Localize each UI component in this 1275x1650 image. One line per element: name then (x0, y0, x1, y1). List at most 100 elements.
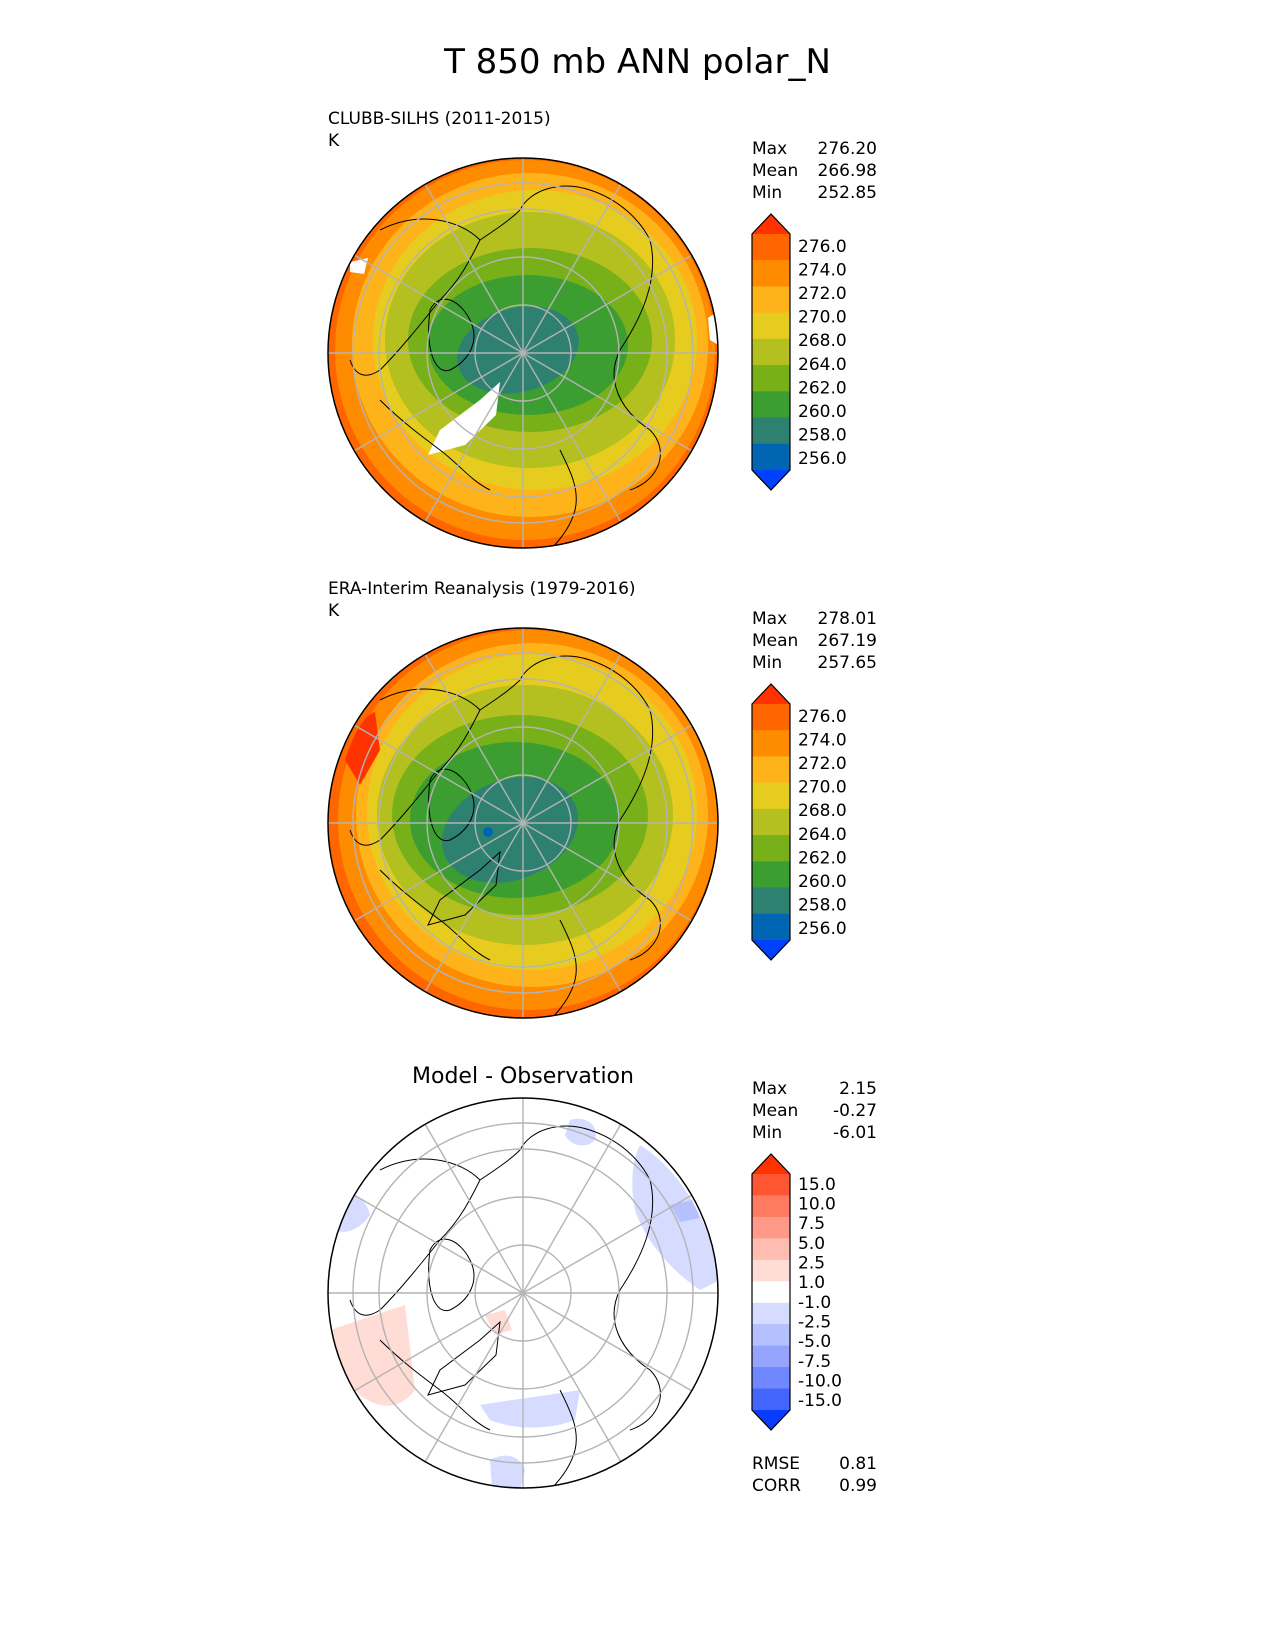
panel3-stat-label: Mean (752, 1101, 799, 1121)
colorbar-segment (752, 338, 790, 366)
positive-anomaly-patch (330, 1305, 415, 1406)
colorbar-segment (752, 391, 790, 419)
panel3-metrics: RMSE 0.81 CORR 0.99 (752, 1453, 877, 1497)
colorbar-tick-label: -7.5 (798, 1352, 831, 1372)
panel1-stat-value: 266.98 (817, 161, 877, 181)
positive-anomaly-patch (485, 1310, 512, 1335)
colorbar-segment (752, 1238, 790, 1261)
colorbar-tick-label: 264.0 (798, 825, 847, 845)
colorbar-tick-label: 260.0 (798, 402, 847, 422)
colorbar-segment (752, 1174, 790, 1196)
coastline (379, 1339, 491, 1431)
colorbar-segment (752, 365, 790, 392)
panel1-stat-value: 276.20 (817, 139, 877, 159)
panel2-stat-value: 267.19 (817, 631, 877, 651)
panel2-stat-value: 257.65 (817, 653, 877, 673)
colorbar-tick-label: 268.0 (798, 801, 847, 821)
coastline (549, 1389, 577, 1488)
map-fill-band (328, 1098, 718, 1488)
colorbar-tick-label: 10.0 (798, 1195, 836, 1215)
colorbar-tick-label: 256.0 (798, 919, 847, 939)
colorbar-extend-top (752, 684, 790, 704)
map-boundary (327, 1097, 719, 1489)
panel2-stat-label: Mean (752, 631, 799, 651)
negative-anomaly-patch (565, 1118, 596, 1146)
colorbar-segment (752, 756, 790, 784)
colorbar-segment (752, 835, 790, 862)
colorbar-segment (752, 1195, 790, 1218)
panel1-stat-label: Mean (752, 161, 799, 181)
panel1-colorbar: 276.0 274.0 272.0 270.0 268.0 264.0 262.0 260.0… (751, 213, 847, 491)
panel2-colorbar: 276.0 274.0 272.0 270.0 268.0 264.0 262.0 260.0… (751, 683, 847, 961)
colorbar-segment (752, 1388, 790, 1411)
colorbar-segment (752, 1216, 790, 1239)
panel3-stat-value: 2.15 (839, 1079, 877, 1099)
colorbar-tick-label: 270.0 (798, 308, 847, 328)
panel3-metric-label: RMSE (752, 1454, 801, 1474)
colorbar-tick-label: 1.0 (798, 1273, 825, 1293)
colorbar-tick-label: -2.5 (798, 1313, 831, 1333)
panel2-model-name: ERA-Interim Reanalysis (1979-2016) (328, 579, 636, 599)
colorbar-segment (752, 782, 790, 810)
coastline (479, 1125, 651, 1181)
colorbar-extend-top (752, 214, 790, 234)
panel2-stats: Max 278.01 Mean 267.19 Min 257.65 (752, 608, 877, 674)
figure-title: T 850 mb ANN polar_N (444, 42, 831, 82)
map-fill-band (483, 827, 493, 837)
colorbar-tick-label: 276.0 (798, 707, 847, 727)
colorbar-segment (752, 861, 790, 889)
colorbar-segment (752, 1324, 790, 1347)
panel1-stats: Max 276.20 Mean 266.98 Min 252.85 (752, 138, 877, 204)
colorbar-extend-bottom (752, 470, 790, 490)
panel2-units: K (328, 601, 340, 621)
colorbar-outline (751, 213, 791, 491)
panel3-metric-value: 0.81 (839, 1454, 877, 1474)
panel1-units: K (328, 131, 340, 151)
colorbar-tick-label: 5.0 (798, 1234, 825, 1254)
coastline (428, 298, 475, 372)
panel3-stat-value: -0.27 (833, 1101, 877, 1121)
colorbar-segment (752, 1281, 790, 1304)
graticule (328, 1098, 718, 1488)
panel3-colorbar: 15.010.07.55.02.51.0-1.0-2.5-5.0-7.5-10.… (751, 1153, 842, 1431)
panel1-stat-label: Max (752, 139, 788, 159)
panel3-title: Model - Observation (412, 1064, 634, 1089)
missing-data-patch (350, 258, 368, 274)
colorbar-tick-label: 274.0 (798, 730, 847, 750)
colorbar-extend-bottom (752, 1410, 790, 1430)
colorbar-tick-label: 274.0 (798, 260, 847, 280)
panel2-title: ERA-Interim Reanalysis (1979-2016) K (328, 578, 636, 622)
coastline (379, 399, 491, 491)
panel2-stat-label: Max (752, 609, 788, 629)
colorbar-tick-label: 7.5 (798, 1214, 825, 1234)
colorbar-tick-label: 258.0 (798, 426, 847, 446)
colorbar-segment (752, 417, 790, 445)
colorbar-segment (752, 312, 790, 340)
panel3-stat-label: Min (752, 1123, 783, 1143)
colorbar-tick-label: -15.0 (798, 1391, 842, 1411)
colorbar-tick-label: 276.0 (798, 237, 847, 257)
negative-anomaly-patch (670, 1200, 700, 1222)
missing-data-patch (428, 382, 500, 455)
colorbar-outline (751, 683, 791, 961)
colorbar-extend-top (752, 1154, 790, 1174)
colorbar-segment (752, 260, 790, 287)
colorbar-tick-label: -5.0 (798, 1332, 831, 1352)
panel1-model-name: CLUBB-SILHS (2011-2015) (328, 109, 551, 129)
graticule (328, 628, 718, 1018)
colorbar-segment (752, 704, 790, 731)
coastline (428, 1238, 475, 1312)
colorbar-tick-label: -10.0 (798, 1372, 842, 1392)
panel3-metric-value: 0.99 (839, 1476, 877, 1496)
colorbar-tick-label: 268.0 (798, 331, 847, 351)
coastline (613, 709, 661, 961)
map-fill-band (345, 712, 380, 785)
colorbar-tick-label: 272.0 (798, 754, 847, 774)
colorbar-segment (752, 1345, 790, 1368)
negative-anomaly-patch (490, 1455, 525, 1488)
colorbar-tick-label: 258.0 (798, 896, 847, 916)
panel3-stats: Max 2.15 Mean -0.27 Min -6.01 (752, 1078, 877, 1144)
colorbar-segment (752, 443, 790, 471)
colorbar-segment (752, 1302, 790, 1325)
colorbar-tick-label: 256.0 (798, 449, 847, 469)
